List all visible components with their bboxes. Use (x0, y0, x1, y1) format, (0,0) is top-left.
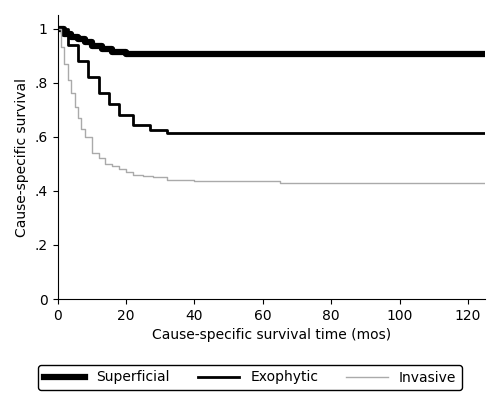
X-axis label: Cause-specific survival time (mos): Cause-specific survival time (mos) (152, 328, 391, 342)
Legend: Superficial, Exophytic, Invasive: Superficial, Exophytic, Invasive (38, 365, 462, 390)
Y-axis label: Cause-specific survival: Cause-specific survival (15, 77, 29, 237)
